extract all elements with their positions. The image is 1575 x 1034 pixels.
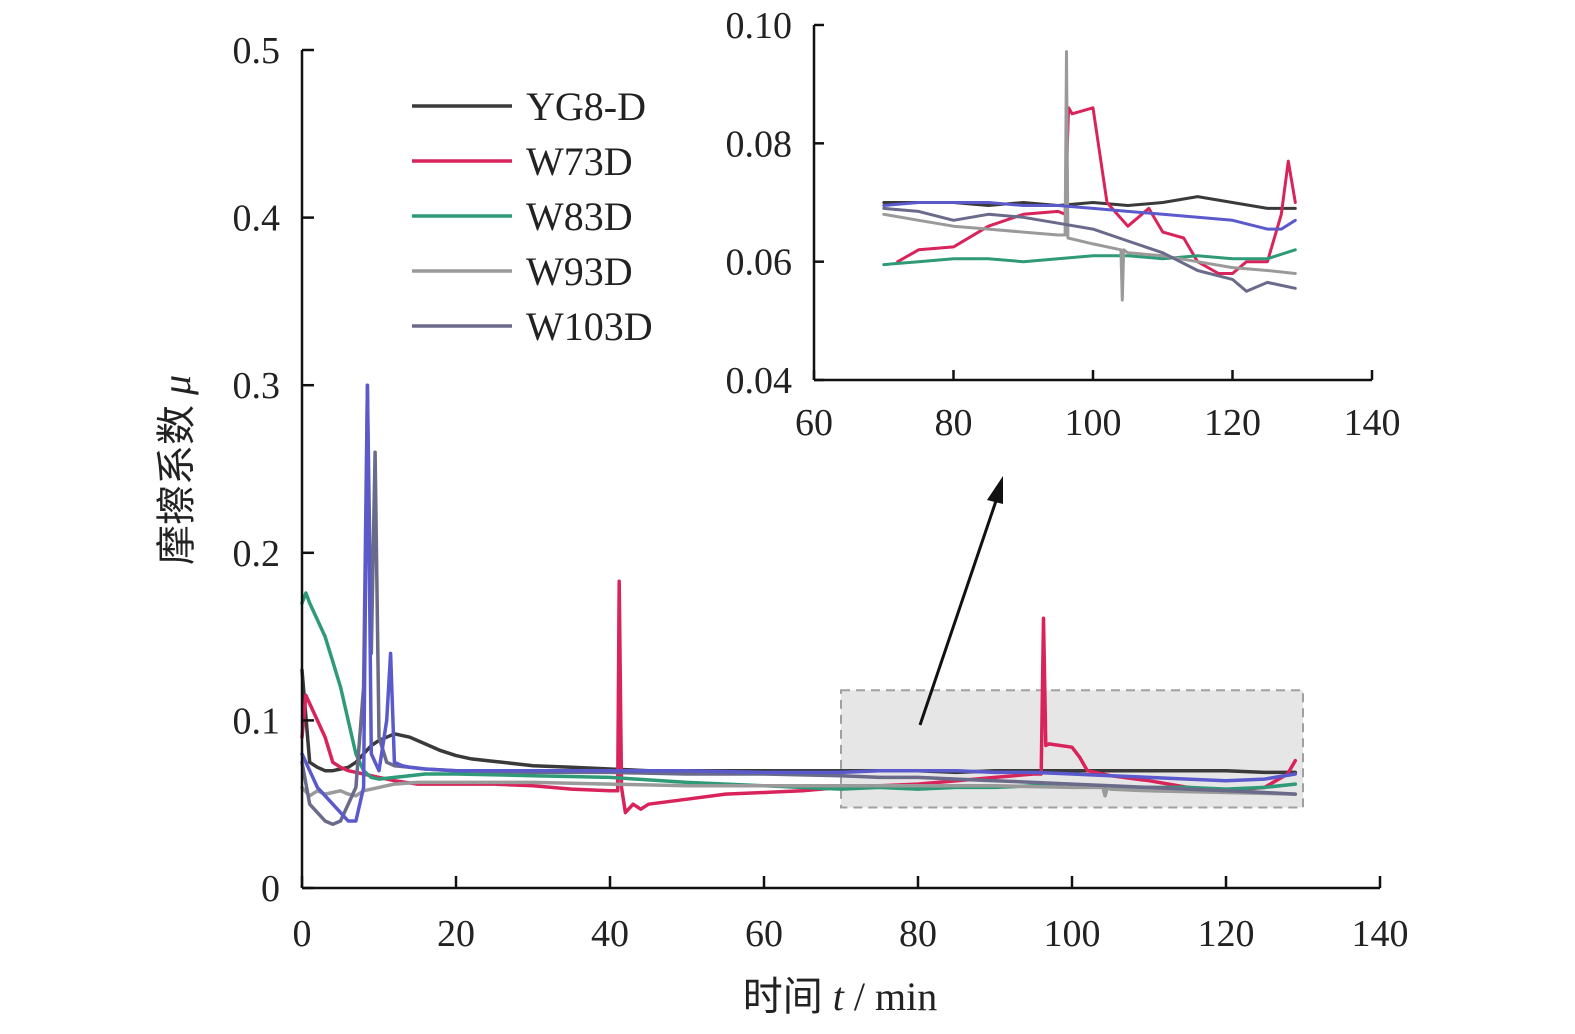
inset-series-line-w83d <box>882 248 1297 267</box>
y-tick-label: 0.5 <box>233 30 281 72</box>
legend-label-yg8-d: YG8-D <box>526 84 646 129</box>
inset-series-line-w93d <box>882 50 1297 302</box>
x-tick-label: 60 <box>745 913 783 955</box>
y-axis-title: 摩擦系数 μ <box>154 375 199 565</box>
series-line-w73d <box>300 579 1298 815</box>
inset-x-tick-label: 120 <box>1204 402 1261 444</box>
x-axis-title: 时间 t / min <box>743 974 937 1019</box>
x-tick-label: 20 <box>437 913 475 955</box>
y-axis-title-variable: μ <box>154 375 199 396</box>
y-tick-label: 0.2 <box>233 533 281 575</box>
inset-y-tick-label: 0.08 <box>726 123 793 165</box>
inset-x-tick-label: 60 <box>795 402 833 444</box>
series-line-series-6 <box>300 383 1298 823</box>
legend-label-w103d: W103D <box>526 304 653 349</box>
zoom-arrow-shaft <box>918 494 1000 726</box>
y-tick-label: 0.3 <box>233 365 281 407</box>
x-tick-label: 120 <box>1198 913 1255 955</box>
legend-label-w93d: W93D <box>526 249 633 294</box>
inset-x-tick-label: 100 <box>1065 402 1122 444</box>
inset-x-tick-label: 140 <box>1344 402 1401 444</box>
x-tick-label: 80 <box>899 913 937 955</box>
x-tick-label: 140 <box>1352 913 1409 955</box>
inset-y-tick-label: 0.10 <box>726 5 793 47</box>
y-axis-title-prefix: 摩擦系数 <box>154 395 199 565</box>
y-tick-label: 0 <box>261 868 280 910</box>
inset-series-line-series-6 <box>882 201 1297 231</box>
y-tick-label: 0.1 <box>233 700 281 742</box>
x-tick-label: 0 <box>293 913 312 955</box>
series-line-w93d <box>300 780 1298 798</box>
x-axis-title-unit: / min <box>844 974 937 1019</box>
inset-series-line-w103d <box>882 206 1297 293</box>
x-tick-label: 40 <box>591 913 629 955</box>
inset-y-tick-label: 0.04 <box>726 360 793 402</box>
inset-y-tick-label: 0.06 <box>726 242 793 284</box>
legend-label-w73d: W73D <box>526 139 633 184</box>
x-axis-title-prefix: 时间 <box>743 974 833 1019</box>
x-tick-label: 100 <box>1044 913 1101 955</box>
x-axis-title-variable: t <box>833 974 845 1019</box>
legend-label-w83d: W83D <box>526 194 633 239</box>
zoom-arrow-head <box>987 476 1003 504</box>
y-tick-label: 0.4 <box>233 198 281 240</box>
inset-x-tick-label: 80 <box>935 402 973 444</box>
